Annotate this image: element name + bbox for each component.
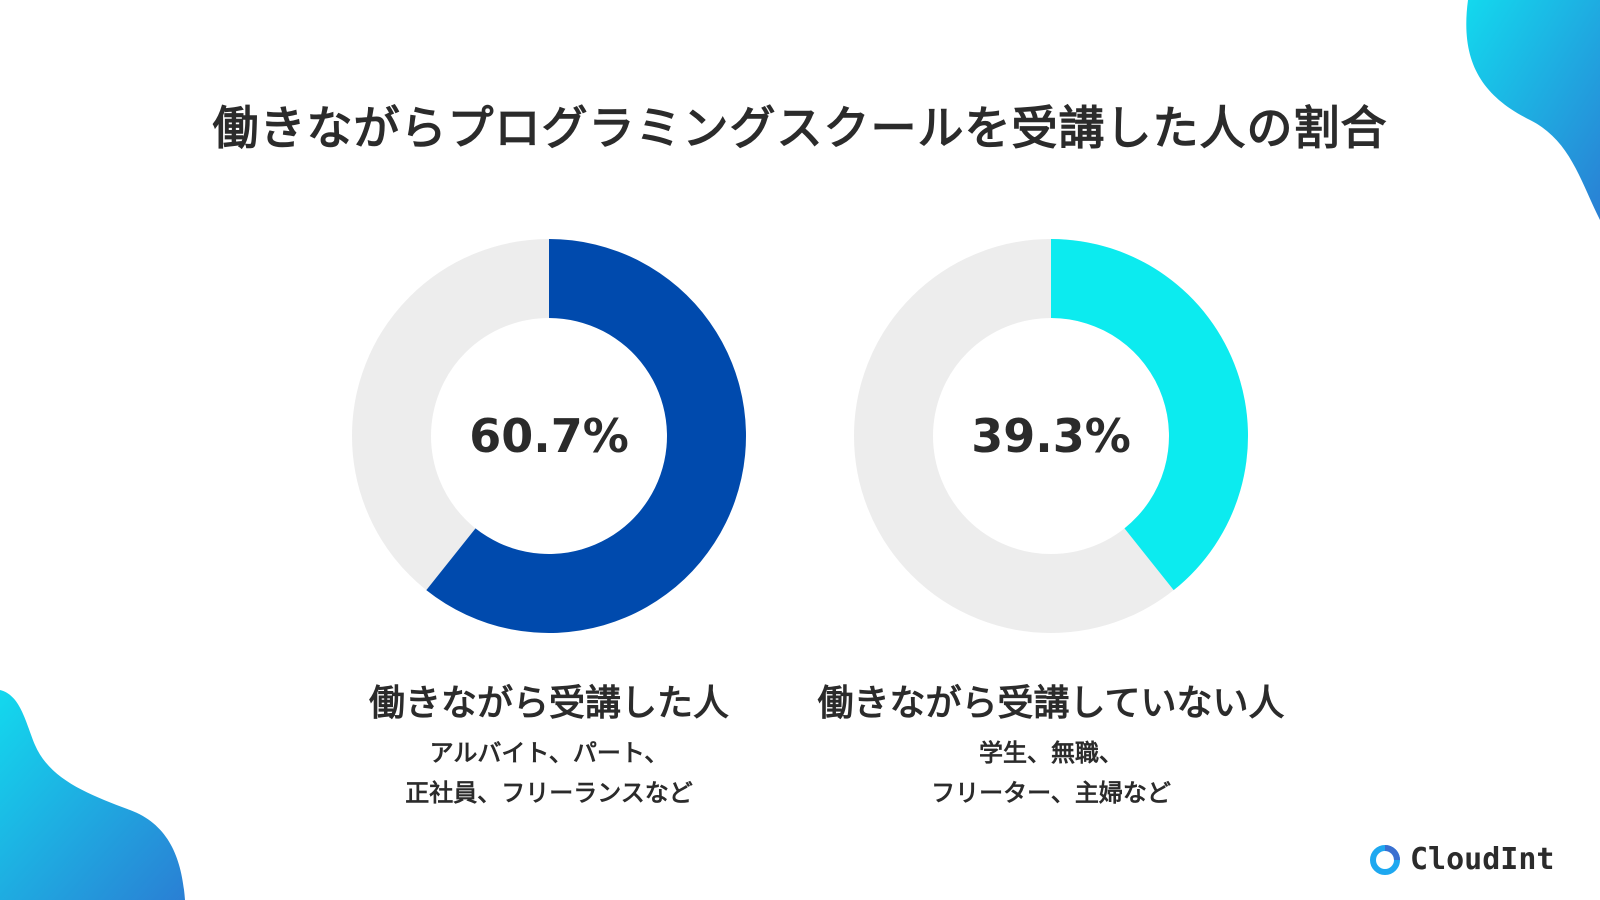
donut-2-value-slice [1051,239,1248,591]
donut-1-label: 働きながら受講した人 [368,682,729,723]
donut-1-sub-line: 正社員、フリーランスなど [405,780,693,807]
decorative-blob-top-right [1466,0,1600,220]
donut-2-center-label: 39.3% [971,409,1131,463]
donut-1-label-block: 働きながら受講した人 アルバイト、パート、 正社員、フリーランスなど [269,674,829,814]
donut-1-value-slice [426,239,746,633]
donut-1-center-label: 60.7% [469,409,629,463]
logo-text: CloudInt [1410,842,1555,877]
donut-1-sub-line: アルバイト、パート、 [429,740,669,767]
decorative-blob-bottom-left [0,690,185,900]
donut-2-label: 働きながら受講していない人 [817,682,1285,723]
ring-logo-icon [1370,844,1400,875]
donut-2-label-block: 働きながら受講していない人 学生、無職、 フリーター、主婦など [771,674,1331,814]
donut-2-sub-line: フリーター、主婦など [931,780,1171,807]
donut-2-sub-line: 学生、無職、 [979,740,1123,767]
cloudint-logo: CloudInt [1368,842,1555,877]
chart-title: 働きながらプログラミングスクールを受講した人の割合 [212,102,1388,154]
